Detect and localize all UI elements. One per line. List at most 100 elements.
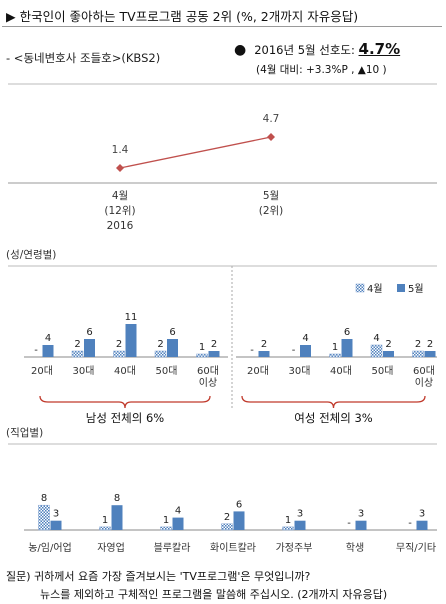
occupation-bar-may [50,520,62,530]
male-value-label: 2 [157,339,163,350]
male-x-tick-label: 이상 [199,377,217,389]
occupation-bar-apr [160,526,172,531]
female-x-tick-label: 30대 [289,365,311,377]
occupation-bar-apr [221,523,233,531]
legend-swatch-apr [355,283,365,293]
male-value-label: 2 [211,339,217,350]
occupation-bar-may [111,505,123,530]
female-value-label: 1 [332,342,338,353]
female-bar-apr [329,353,341,358]
male-bar-may [208,351,220,357]
male-value-label: 2 [74,339,80,350]
female-value-label: 4 [302,333,308,344]
line-series [119,136,272,169]
male-value-label: 6 [169,327,175,338]
line-x-tick-label: 5월 [263,190,279,202]
female-x-tick-label: 50대 [372,365,394,377]
footnote-question: 질문) 귀하께서 요즘 가장 즐겨보시는 'TV프로그램'은 무엇입니까? [6,570,311,583]
occupation-x-tick-label: 농/임/어업 [28,541,72,554]
section-occupation-title: (직업별) [6,427,44,439]
group-bracket [39,395,211,409]
male-value-label: 1 [199,342,205,353]
female-bar-may [424,351,436,357]
occupation-x-tick-label: 화이트칼라 [210,541,256,554]
male-x-tick-label: 40대 [114,365,136,377]
occupation-bar-may [355,520,367,530]
occupation-x-tick-label: 가정주부 [276,542,313,554]
title-qualifier: (%, 2개까지 자유응답) [236,9,359,24]
occupation-value-label: 3 [419,509,425,520]
male-x-tick-label: 30대 [73,365,95,377]
male-bar-apr [196,353,208,358]
headline-change: (4월 대비: +3.3%P , ▲10 ) [256,64,387,76]
female-x-tick-label: 이상 [415,377,433,389]
line-value-label: 1.4 [112,144,129,156]
occupation-value-label: - [347,518,351,529]
legend-label-apr: 4월 [367,283,383,295]
occupation-value-label: 6 [236,499,242,510]
occupation-bar-may [172,517,184,530]
occupation-bar-may [416,520,428,530]
occupation-value-label: 1 [163,515,169,526]
occupation-value-label: 2 [224,512,230,523]
header-divider [2,26,442,27]
male-value-label: 2 [116,339,122,350]
occupation-value-label: 3 [358,509,364,520]
male-bar-may [167,339,178,357]
male-bar-may [125,324,137,357]
line-x-tick-label: (2위) [259,204,284,217]
female-value-label: 2 [415,339,421,350]
female-value-label: - [250,345,254,356]
occupation-bar-may [233,511,245,530]
male-bar-may [42,345,54,357]
line-point [267,133,275,141]
male-bar-apr [71,350,84,358]
female-value-label: - [292,345,296,356]
line-x-tick-label: 2016 [107,220,134,232]
female-bar-may [341,339,353,357]
female-value-label: 4 [373,333,379,344]
line-x-tick-label: 4월 [112,190,128,202]
group-label: 남성 전체의 6% [86,411,165,425]
female-value-label: 2 [427,339,433,350]
male-value-label: 11 [125,312,138,323]
female-x-tick-label: 20대 [247,365,269,377]
female-value-label: 6 [344,327,350,338]
occupation-x-tick-label: 학생 [346,542,364,554]
male-x-tick-label: 60대 [197,365,219,377]
occupation-bar-apr [99,526,111,531]
male-value-label: - [34,345,38,356]
occupation-value-label: 3 [53,509,59,520]
male-x-tick-label: 20대 [31,365,53,377]
occupation-bar-apr [282,526,294,531]
bullet-icon: ● [234,42,247,58]
male-bar-apr [154,350,167,358]
group-label: 여성 전체의 3% [294,411,373,425]
female-bar-may [300,345,311,357]
line-x-tick-label: (12위) [104,204,135,217]
male-bar-may [84,339,95,357]
female-value-label: 2 [385,339,391,350]
headline-prefix: 2016년 5월 선호도: [254,43,355,57]
headline: ● 2016년 5월 선호도: 4.7% [234,40,400,58]
occupation-value-label: 1 [285,515,291,526]
female-x-tick-label: 60대 [413,365,435,377]
female-bar-apr [412,350,424,358]
chart-title: ▶ 한국인이 좋아하는 TV프로그램 공동 2위 (%, 2개까지 자유응답) [6,6,358,25]
female-value-label: 2 [261,339,267,350]
occupation-value-label: 4 [175,506,181,517]
occupation-value-label: - [408,518,412,529]
occupation-value-label: 3 [297,509,303,520]
section-gender-age-title: (성/연령별) [6,249,57,261]
male-value-label: 4 [45,333,51,344]
legend-swatch-may [397,284,405,292]
male-x-tick-label: 50대 [156,365,178,377]
occupation-value-label: 8 [41,493,47,504]
female-x-tick-label: 40대 [330,365,352,377]
occupation-bar-may [294,520,306,530]
title-text: ▶ 한국인이 좋아하는 TV프로그램 공동 2위 [6,9,233,24]
female-bar-apr [370,344,383,358]
occupation-x-tick-label: 무직/기타 [396,542,436,554]
female-bar-may [258,351,270,357]
female-bar-may [383,351,394,357]
